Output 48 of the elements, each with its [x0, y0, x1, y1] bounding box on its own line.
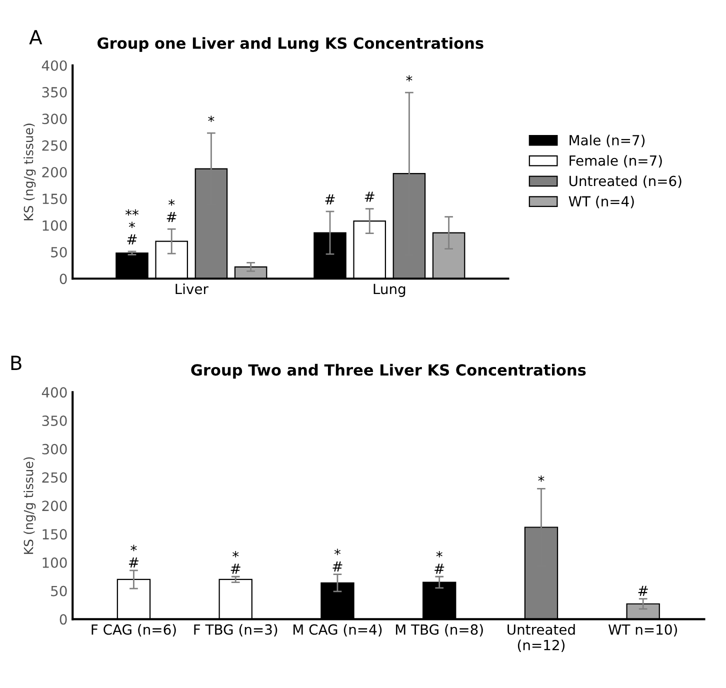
- text: A: [29, 30, 42, 44]
- x-tick-label: WT n=10): [608, 624, 677, 636]
- y-tick-label: 50: [51, 246, 67, 258]
- annotation: * #: [434, 551, 444, 574]
- x-tick-label: M TBG (n=8): [396, 624, 483, 636]
- annotation: *: [538, 475, 544, 482]
- x-tick-label: Liver: [176, 284, 208, 294]
- legend-label: Female (n=7): [570, 155, 662, 168]
- y-axis-title: KS (ng/g tissue): [24, 457, 36, 554]
- annotation: #: [325, 194, 335, 204]
- y-tick-label: 0: [60, 614, 67, 625]
- y-tick-label: 0: [60, 274, 67, 284]
- y-tick-label: 150: [42, 529, 67, 540]
- x-tick-label: F TBG (n=3): [194, 624, 278, 636]
- y-tick-label: 250: [42, 140, 67, 151]
- x-tick-label: M CAG (n=4): [294, 624, 382, 636]
- legend-label: WT (n=4): [568, 196, 634, 208]
- legend-label: Male (n=7): [570, 134, 645, 148]
- y-tick-label: 100: [42, 557, 67, 568]
- y-tick-label: 150: [42, 194, 67, 204]
- chart-title: Group one Liver and Lung KS Concentrations: [98, 37, 484, 52]
- y-axis-title: KS (ng/g tissue): [24, 124, 36, 220]
- annotation: * #: [166, 199, 176, 222]
- text: B: [11, 356, 22, 370]
- x-tick-label: Lung: [374, 284, 406, 297]
- y-tick-label: 350: [42, 416, 67, 426]
- x-tick-label: Untreated (n=12): [508, 624, 575, 652]
- legend-label: Untreated (n=6): [570, 175, 682, 188]
- annotation: *: [208, 116, 214, 122]
- annotation: #: [364, 192, 374, 202]
- annotation: ** * #: [125, 209, 139, 244]
- annotation: * #: [332, 548, 342, 572]
- y-tick-label: 400: [42, 60, 67, 71]
- y-tick-label: 250: [42, 472, 67, 483]
- y-tick-label: 200: [42, 500, 67, 512]
- x-tick-label: F CAG (n=6): [92, 624, 176, 636]
- y-tick-label: 200: [42, 166, 67, 178]
- annotation: * #: [230, 551, 240, 574]
- annotation: *: [406, 75, 412, 82]
- annotation: * #: [128, 544, 138, 568]
- annotation: #: [638, 586, 648, 596]
- y-tick-label: 100: [42, 220, 67, 231]
- y-tick-label: 50: [51, 586, 67, 596]
- y-tick-label: 400: [42, 387, 67, 398]
- y-tick-label: 300: [42, 444, 67, 454]
- y-tick-label: 350: [42, 86, 67, 98]
- chart-title: Group Two and Three Liver KS Concentrations: [191, 364, 586, 379]
- y-tick-label: 300: [42, 114, 67, 124]
